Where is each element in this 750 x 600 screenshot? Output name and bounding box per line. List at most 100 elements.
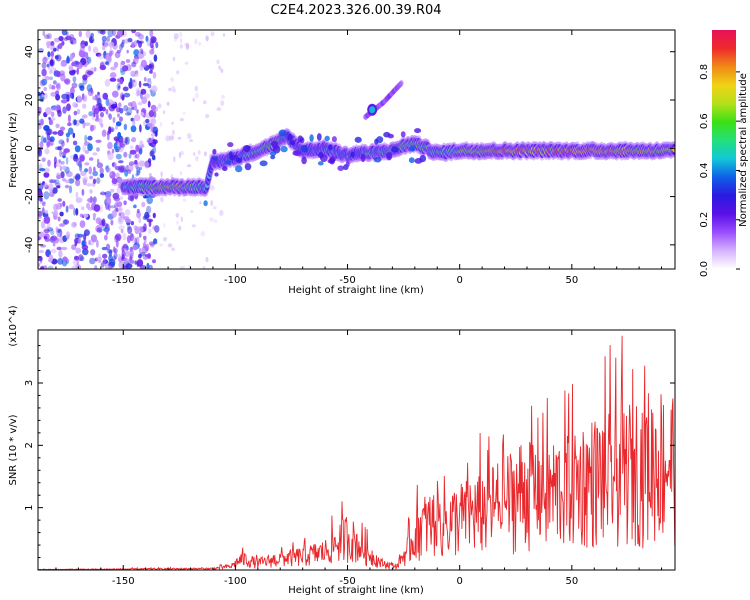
noise-speckle	[88, 242, 94, 246]
noise-speckle	[160, 196, 164, 203]
noise-speckle	[86, 183, 93, 187]
noise-speckle	[129, 249, 134, 258]
noise-speckle	[151, 156, 156, 161]
noise-speckle	[88, 166, 92, 175]
noise-speckle	[134, 114, 141, 122]
noise-speckle	[140, 112, 145, 116]
noise-speckle	[83, 95, 88, 102]
noise-speckle	[151, 85, 158, 93]
noise-speckle	[138, 160, 146, 167]
noise-speckle	[68, 204, 75, 210]
trace-blob	[301, 144, 308, 153]
noise-speckle	[108, 126, 112, 135]
noise-speckle	[52, 80, 57, 85]
noise-speckle	[47, 141, 51, 148]
noise-speckle	[68, 178, 75, 184]
trace-blob	[345, 161, 350, 168]
noise-speckle	[49, 58, 56, 67]
noise-speckle	[126, 107, 133, 116]
noise-speckle	[75, 191, 79, 199]
noise-speckle	[114, 51, 121, 59]
noise-speckle	[131, 42, 135, 48]
noise-speckle	[53, 203, 59, 212]
noise-speckle	[72, 132, 76, 139]
noise-speckle	[172, 56, 176, 62]
trace-blob	[235, 165, 243, 173]
noise-speckle	[149, 150, 154, 157]
noise-speckle	[130, 79, 136, 83]
noise-speckle	[90, 234, 97, 243]
noise-speckle	[119, 142, 123, 148]
noise-speckle	[61, 140, 65, 147]
noise-speckle	[44, 167, 50, 174]
noise-speckle	[180, 38, 183, 44]
noise-speckle	[49, 179, 57, 184]
noise-speckle	[155, 41, 159, 49]
noise-speckle	[129, 77, 133, 83]
noise-speckle	[180, 150, 184, 156]
trace-blob	[287, 133, 293, 141]
noise-speckle	[86, 84, 93, 92]
noise-speckle	[41, 157, 46, 162]
noise-speckle	[173, 156, 176, 163]
noise-speckle	[79, 163, 83, 172]
noise-speckle	[43, 183, 48, 188]
noise-speckle	[102, 92, 108, 100]
noise-speckle	[53, 156, 57, 165]
noise-speckle	[98, 253, 102, 260]
noise-speckle	[69, 92, 75, 99]
noise-speckle	[77, 233, 84, 238]
noise-speckle	[94, 118, 100, 122]
snr-y-label: SNR (10 * v/v)	[8, 414, 19, 485]
noise-speckle	[179, 31, 183, 38]
noise-speckle	[85, 30, 91, 39]
noise-speckle	[43, 92, 48, 99]
noise-speckle	[58, 159, 61, 164]
noise-speckle	[60, 61, 67, 67]
noise-speckle	[145, 118, 150, 124]
trace-blob	[270, 151, 277, 157]
spectrogram-y-tick-label: 20	[24, 94, 35, 107]
noise-speckle	[146, 218, 153, 223]
noise-speckle	[121, 94, 125, 101]
noise-speckle	[192, 97, 195, 102]
noise-speckle	[64, 219, 67, 225]
trace-blob	[228, 151, 233, 160]
noise-speckle	[152, 212, 156, 219]
noise-speckle	[101, 129, 107, 137]
noise-speckle	[113, 61, 119, 68]
noise-speckle	[136, 169, 141, 176]
noise-speckle	[136, 236, 140, 245]
colorbar-tick-label: 0.4	[699, 162, 710, 178]
branch-hotspot-core	[369, 106, 376, 114]
noise-speckle	[117, 113, 120, 118]
snr-x-tick-label: -150	[112, 576, 135, 587]
noise-speckle	[57, 258, 64, 265]
noise-speckle	[73, 207, 76, 216]
noise-speckle	[72, 259, 79, 266]
noise-speckle	[182, 198, 187, 202]
noise-speckle	[88, 111, 94, 117]
noise-speckle	[50, 41, 55, 46]
noise-speckle	[73, 119, 77, 126]
noise-speckle	[178, 225, 182, 231]
noise-speckle	[96, 147, 100, 152]
noise-speckle	[150, 242, 155, 248]
noise-speckle	[65, 57, 71, 64]
noise-speckle	[105, 61, 109, 65]
noise-speckle	[69, 34, 75, 39]
noise-speckle	[59, 165, 63, 172]
noise-speckle	[67, 114, 71, 123]
noise-speckle	[205, 114, 210, 119]
noise-speckle	[118, 216, 123, 223]
noise-speckle	[64, 179, 70, 184]
branch-mark	[399, 80, 404, 87]
noise-speckle	[92, 96, 96, 101]
noise-speckle	[118, 206, 123, 212]
noise-speckle	[184, 61, 189, 65]
noise-speckle	[109, 77, 117, 82]
noise-speckle	[68, 66, 74, 71]
noise-speckle	[123, 257, 129, 263]
noise-speckle	[44, 148, 50, 155]
noise-speckle	[89, 157, 94, 161]
